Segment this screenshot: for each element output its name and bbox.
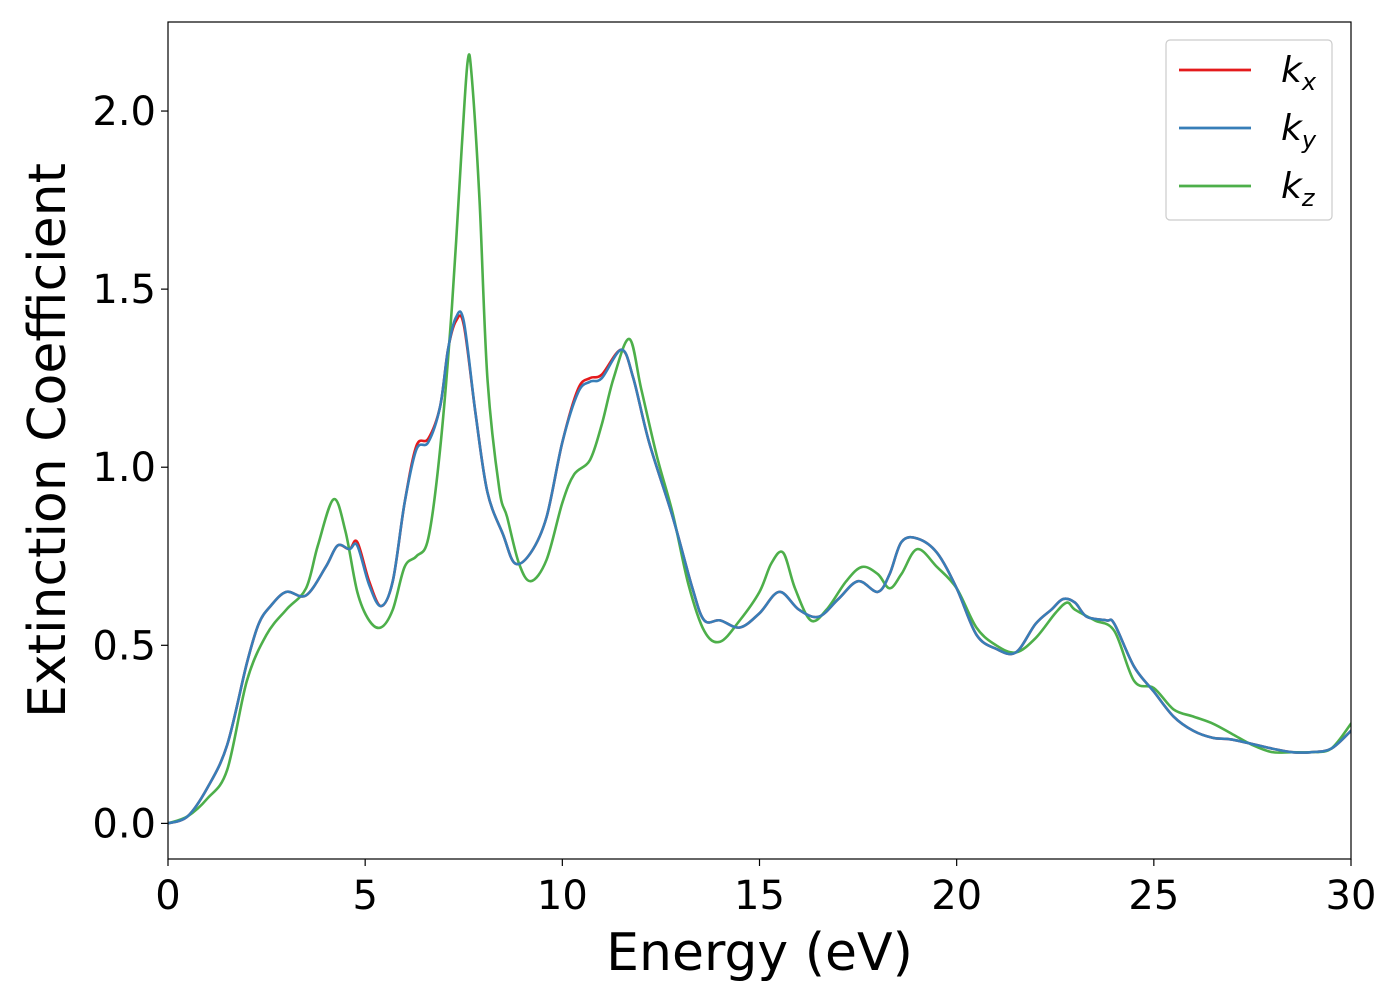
legend: kx ky kz [1165,39,1333,221]
y-tick-label: 1.0 [92,445,156,491]
x-tick-label: 5 [352,873,377,919]
series-line-ky [168,310,1351,825]
legend-entry-label: kz [1281,166,1316,212]
y-tick-label: 2.0 [92,89,156,135]
y-axis: 0.0 0.5 1.0 1.5 2.0 [92,89,168,847]
y-axis-label: Extinction Coefficient [18,163,78,718]
x-tick-label: 25 [1128,873,1179,919]
x-axis-label: Energy (eV) [606,923,913,983]
series-layer [168,53,1351,825]
y-tick-label: 0.0 [92,801,156,847]
y-tick-label: 0.5 [92,623,156,669]
x-tick-label: 30 [1326,873,1377,919]
x-tick-label: 0 [155,873,180,919]
legend-entry-label: ky [1281,108,1317,154]
x-axis: 0 5 10 15 20 25 30 [155,859,1376,919]
plot-area [168,22,1351,859]
legend-entry-label: kx [1281,50,1317,96]
legend-box [1165,39,1333,221]
x-tick-label: 15 [734,873,785,919]
x-tick-label: 10 [537,873,588,919]
y-tick-label: 1.5 [92,267,156,313]
x-tick-label: 20 [931,873,982,919]
